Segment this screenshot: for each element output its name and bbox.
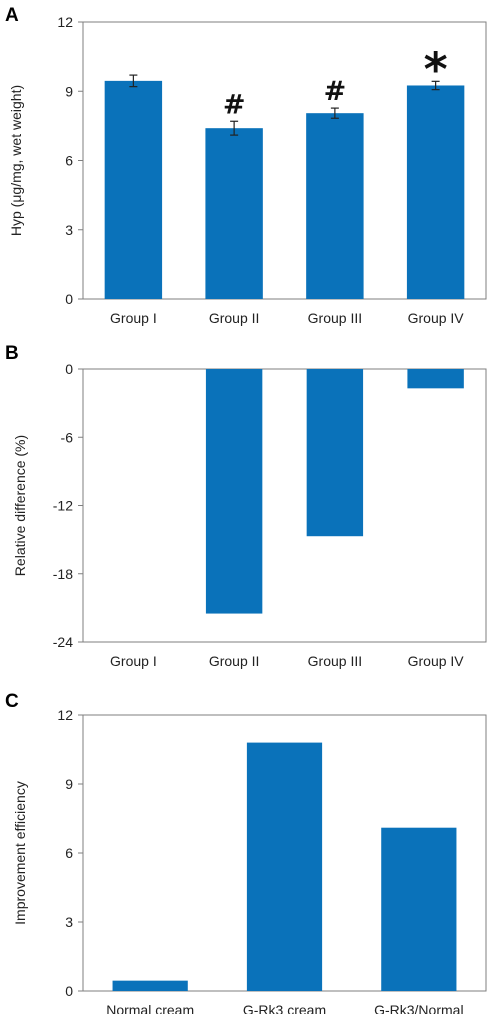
chart-panel-c: C 0 3 6 9 12 Improvement efficiency Normal crea… xyxy=(5,691,487,1014)
bar xyxy=(306,113,364,299)
bar xyxy=(381,827,457,991)
plot-frame xyxy=(82,368,487,643)
y-axis-title: Hyp (μg/mg, wet weight) xyxy=(8,85,24,236)
bar xyxy=(104,80,163,299)
y-tick-label: 6 xyxy=(65,153,73,169)
y-tick-label: 0 xyxy=(65,361,73,377)
x-category-label: G-Rk3/Normal xyxy=(374,1002,463,1014)
y-tick-label: 12 xyxy=(57,14,73,30)
x-category-label: Group III xyxy=(308,653,362,669)
bar xyxy=(112,980,188,991)
bar xyxy=(306,369,364,537)
x-category-label: Group III xyxy=(308,310,362,326)
chart-panel-b: B -24 -18 -12 -6 0 Relative difference (%) Grou… xyxy=(5,343,487,669)
x-category-label: Group II xyxy=(209,653,260,669)
y-tick-label: 3 xyxy=(65,914,73,930)
bar xyxy=(246,742,323,991)
x-category-label: Group IV xyxy=(408,653,465,669)
y-tick-label: -24 xyxy=(53,634,73,650)
y-tick-label: -12 xyxy=(53,498,73,514)
bar xyxy=(407,369,464,389)
y-axis-title: Improvement efficiency xyxy=(12,781,28,925)
bar xyxy=(205,128,263,299)
y-tick-label: 3 xyxy=(65,222,73,238)
y-tick-label: 6 xyxy=(65,845,73,861)
y-tick-label: -18 xyxy=(53,566,73,582)
chart-panel-a: A 0 3 6 9 12 Hyp (μg/mg, wet weight) Group I Gro… xyxy=(5,5,487,326)
bar xyxy=(406,85,465,300)
x-category-label: G-Rk3 cream xyxy=(243,1002,326,1014)
y-axis-title: Relative difference (%) xyxy=(12,435,28,576)
x-category-label: Group IV xyxy=(408,310,465,326)
y-tick-label: -6 xyxy=(61,429,74,445)
significance-marker: # xyxy=(324,76,347,107)
bar xyxy=(205,369,263,614)
y-tick-label: 0 xyxy=(65,983,73,999)
x-category-label: Group I xyxy=(110,653,157,669)
panel-letter: A xyxy=(5,5,19,26)
x-category-label: Group II xyxy=(209,310,260,326)
significance-marker: * xyxy=(424,42,448,96)
panel-letter: C xyxy=(5,691,19,712)
y-tick-label: 9 xyxy=(65,776,73,792)
y-tick-label: 9 xyxy=(65,83,73,99)
x-category-label: Normal cream xyxy=(106,1002,194,1014)
y-tick-label: 12 xyxy=(57,707,73,723)
significance-marker: # xyxy=(223,89,246,120)
panel-letter: B xyxy=(5,343,19,364)
y-tick-label: 0 xyxy=(65,291,73,307)
x-category-label: Group I xyxy=(110,310,157,326)
